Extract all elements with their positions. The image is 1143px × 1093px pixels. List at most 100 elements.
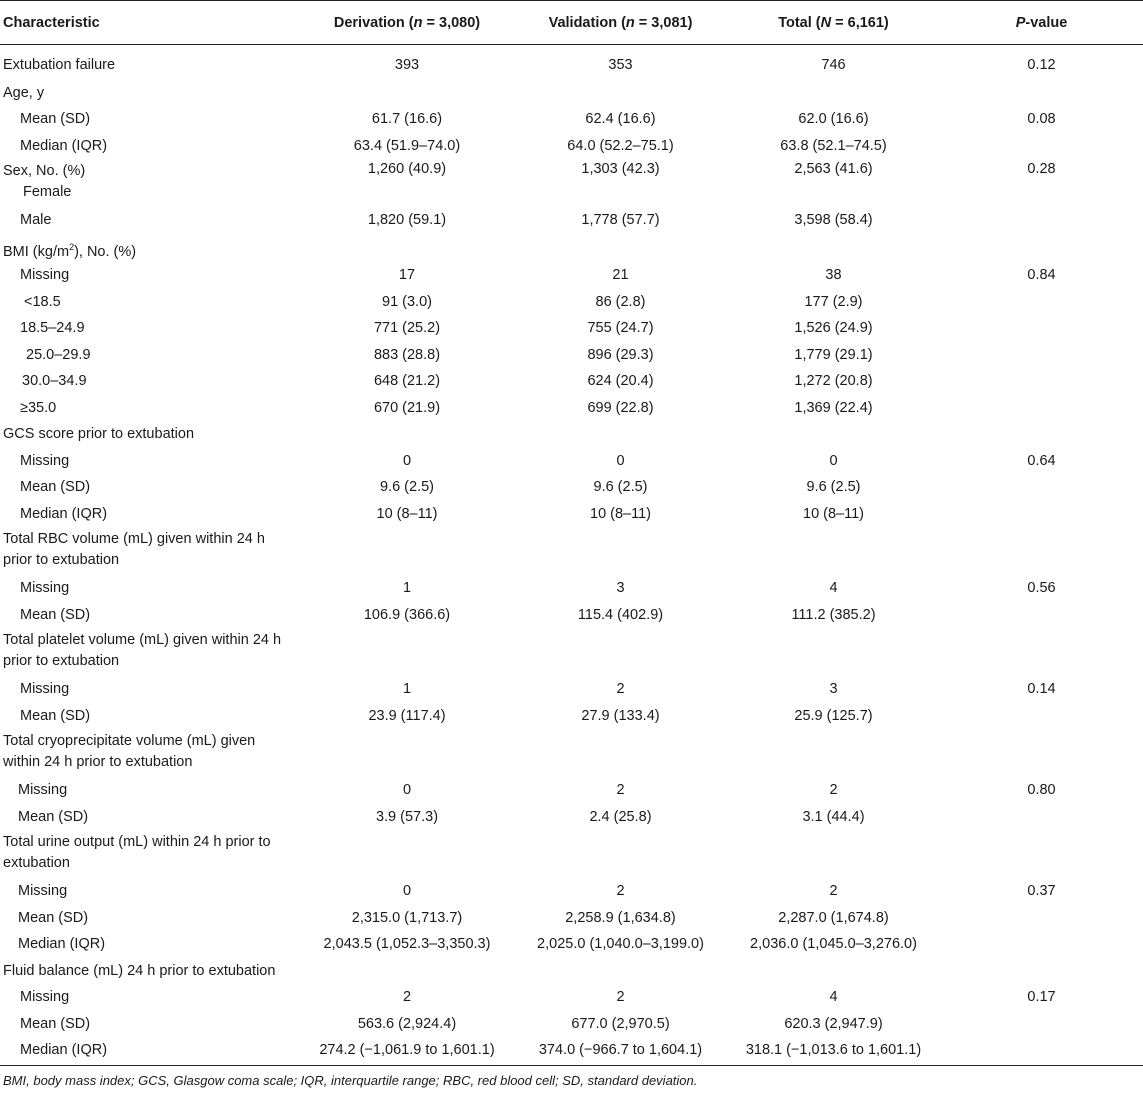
header-total: Total (N = 6,161) bbox=[727, 0, 940, 45]
row-label-line: GCS score prior to extubation bbox=[3, 426, 195, 443]
cell-pvalue: 0.56 bbox=[1027, 580, 1056, 597]
table-row: Median (IQR) 2,043.5 (1,052.3–3,350.3) 2,0… bbox=[0, 931, 1143, 958]
table-row: Mean (SD) 61.7 (16.6) 62.4 (16.6) 62.0 (16.… bbox=[0, 106, 1143, 133]
row-label-line: Missing bbox=[20, 989, 70, 1006]
row-label: GCS score prior to extubation bbox=[0, 421, 300, 448]
cell-total bbox=[727, 830, 940, 878]
characteristics-table: Characteristic Derivation (n = 3,080) Va… bbox=[0, 0, 1143, 1067]
row-label-line: Median (IQR) bbox=[20, 1042, 108, 1059]
row-label: Missing bbox=[0, 984, 300, 1011]
cell-pvalue: 0.17 bbox=[1027, 989, 1056, 1006]
cell-pvalue bbox=[940, 234, 1143, 263]
cell-validation: 27.9 (133.4) bbox=[581, 707, 660, 724]
cell-derivation: 1,260 (40.9) bbox=[367, 161, 447, 177]
cell-derivation: 9.6 (2.5) bbox=[380, 479, 434, 496]
cell-validation: 64.0 (52.2–75.1) bbox=[567, 137, 674, 154]
cell-total: 620.3 (2,947.9) bbox=[784, 1015, 883, 1032]
row-label-text: ), No. (%) bbox=[74, 243, 137, 260]
cell-total: 1,272 (20.8) bbox=[794, 373, 873, 390]
cell-total bbox=[727, 527, 940, 575]
cell-derivation: 0 bbox=[402, 883, 412, 900]
cell-total: 25.9 (125.7) bbox=[794, 707, 873, 724]
table-row: ≥35.0 670 (21.9) 699 (22.8) 1,369 (22.4) bbox=[0, 395, 1143, 422]
row-label-line: Missing bbox=[18, 883, 68, 900]
cell-derivation: 106.9 (366.6) bbox=[363, 606, 451, 623]
cell-validation: 9.6 (2.5) bbox=[593, 479, 648, 496]
table-row: 18.5–24.9 771 (25.2) 755 (24.7) 1,526 (24.9… bbox=[0, 315, 1143, 342]
table-row: Male 1,820 (59.1) 1,778 (57.7) 3,598 (58.4) bbox=[0, 207, 1143, 234]
row-label: Mean (SD) bbox=[0, 474, 300, 501]
cell-derivation: 648 (21.2) bbox=[373, 373, 441, 390]
cell-total: 3,598 (58.4) bbox=[794, 212, 873, 228]
row-label: <18.5 bbox=[0, 289, 300, 316]
row-label: Total urine output (mL) within 24 h prio… bbox=[0, 830, 300, 878]
cell-validation bbox=[514, 830, 727, 878]
table-row: Mean (SD) 23.9 (117.4) 27.9 (133.4) 25.9 (1… bbox=[0, 703, 1143, 730]
cell-validation: 896 (29.3) bbox=[587, 346, 654, 363]
row-label: Male bbox=[0, 207, 300, 234]
cell-pvalue bbox=[940, 421, 1143, 448]
row-label: Total cryoprecipitate volume (mL) given w… bbox=[0, 729, 300, 777]
row-label: Mean (SD) bbox=[0, 905, 300, 932]
cell-derivation: 0 bbox=[402, 452, 412, 469]
cell-derivation: 0 bbox=[402, 782, 412, 799]
row-label-line: Total RBC volume (mL) given within 24 h bbox=[3, 531, 265, 548]
row-label-sup: 2 bbox=[69, 241, 75, 252]
cell-derivation: 274.2 (−1,061.9 to 1,601.1) bbox=[300, 1037, 514, 1067]
row-label: Median (IQR) bbox=[0, 1037, 300, 1067]
cell-validation: 1,303 (42.3) bbox=[581, 161, 660, 177]
row-label: Fluid balance (mL) 24 h prior to extubat… bbox=[0, 958, 300, 985]
cell-pvalue: 0.14 bbox=[1027, 681, 1056, 698]
cell-validation: 10 (8–11) bbox=[590, 505, 651, 522]
row-label-line: Mean (SD) bbox=[20, 111, 91, 127]
cell-pvalue: 0.12 bbox=[1027, 57, 1056, 73]
row-label: Missing bbox=[0, 448, 300, 475]
table-row: Missing 1 3 4 0.56 bbox=[0, 575, 1143, 602]
row-label: Median (IQR) bbox=[0, 501, 300, 528]
row-label: 18.5–24.9 bbox=[0, 315, 300, 342]
cell-derivation: 1,820 (59.1) bbox=[367, 212, 447, 228]
cell-pvalue bbox=[940, 395, 1143, 422]
cell-validation: 62.4 (16.6) bbox=[585, 111, 656, 127]
header-validation: Validation (n = 3,081) bbox=[514, 0, 727, 45]
table-row: Sex, No. (%) Female 1,260 (40.9) 1,303 (42.… bbox=[0, 159, 1143, 207]
cell-validation bbox=[514, 527, 727, 575]
row-label-line: <18.5 bbox=[24, 293, 61, 310]
cell-derivation bbox=[300, 830, 514, 878]
table-row: Mean (SD) 2,315.0 (1,713.7) 2,258.9 (1,634… bbox=[0, 905, 1143, 932]
cell-total bbox=[727, 729, 940, 777]
row-label: 30.0–34.9 bbox=[0, 368, 300, 395]
row-label-line: Missing bbox=[20, 452, 70, 469]
cell-total: 3 bbox=[829, 681, 838, 698]
cell-validation: 677.0 (2,970.5) bbox=[571, 1015, 670, 1032]
cell-validation: 2,258.9 (1,634.8) bbox=[565, 909, 676, 926]
row-label-line: Mean (SD) bbox=[18, 909, 89, 926]
cell-derivation: 393 bbox=[394, 57, 420, 73]
cell-validation: 353 bbox=[608, 57, 633, 73]
cell-pvalue bbox=[940, 905, 1143, 932]
cell-validation: 2 bbox=[616, 681, 625, 698]
cell-validation: 755 (24.7) bbox=[587, 320, 654, 337]
row-label-line: Missing bbox=[20, 580, 70, 597]
cell-derivation: 670 (21.9) bbox=[373, 399, 441, 416]
cell-total bbox=[727, 234, 940, 263]
cell-pvalue bbox=[940, 729, 1143, 777]
cell-total: 1,779 (29.1) bbox=[794, 346, 873, 363]
table-row: GCS score prior to extubation bbox=[0, 421, 1143, 448]
cell-total: 9.6 (2.5) bbox=[806, 479, 861, 496]
cell-total bbox=[727, 958, 940, 985]
row-label: Extubation failure bbox=[0, 45, 300, 80]
cell-total: 111.2 (385.2) bbox=[791, 606, 876, 623]
table-row: <18.5 91 (3.0) 86 (2.8) 177 (2.9) bbox=[0, 289, 1143, 316]
cell-total: 63.8 (52.1–74.5) bbox=[780, 137, 887, 154]
table-row: Median (IQR) 63.4 (51.9–74.0) 64.0 (52.2–7… bbox=[0, 133, 1143, 160]
table-row: Total urine output (mL) within 24 h prio… bbox=[0, 830, 1143, 878]
cell-pvalue bbox=[940, 703, 1143, 730]
header-pvalue: P-value bbox=[940, 0, 1143, 45]
cell-derivation bbox=[300, 958, 514, 985]
cell-total: 62.0 (16.6) bbox=[798, 111, 869, 127]
cell-validation: 86 (2.8) bbox=[595, 293, 646, 310]
table-row: Mean (SD) 9.6 (2.5) 9.6 (2.5) 9.6 (2.5) bbox=[0, 474, 1143, 501]
cell-validation: 2,025.0 (1,040.0–3,199.0) bbox=[537, 936, 704, 953]
cell-pvalue bbox=[940, 289, 1143, 316]
